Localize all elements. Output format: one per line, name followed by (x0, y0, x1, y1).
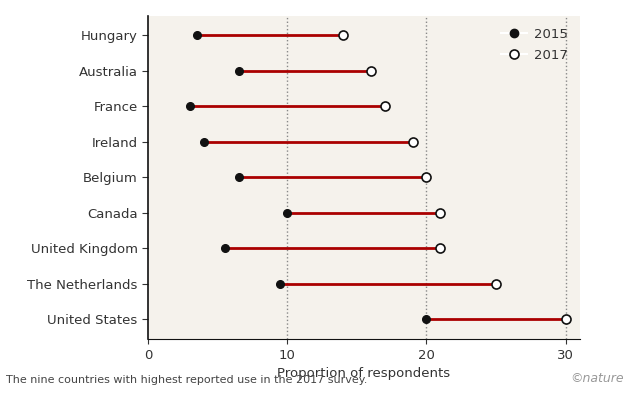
X-axis label: Proportion of respondents: Proportion of respondents (277, 367, 450, 380)
Text: ©nature: ©nature (570, 372, 624, 385)
Text: The nine countries with highest reported use in the 2017 survey.: The nine countries with highest reported… (6, 375, 368, 385)
Legend: 2015, 2017: 2015, 2017 (496, 22, 573, 67)
